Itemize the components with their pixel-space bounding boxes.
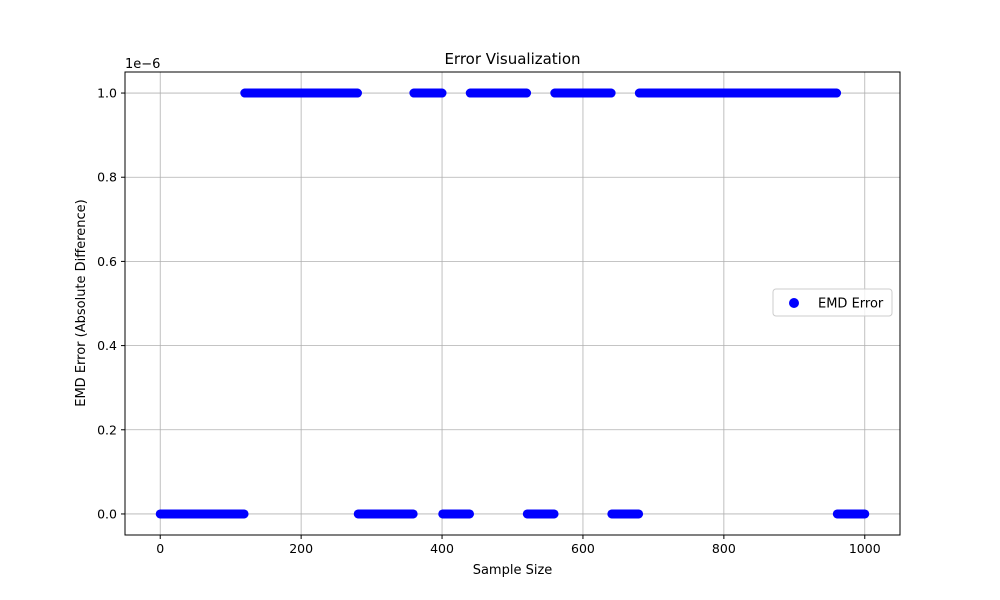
data-point <box>606 88 616 98</box>
legend: EMD Error <box>772 288 893 317</box>
x-tick-label: 1000 <box>849 541 881 556</box>
data-point <box>239 509 249 519</box>
data-points <box>155 88 870 519</box>
y-tick-label: 0.2 <box>97 422 117 437</box>
x-tick-label: 400 <box>430 541 454 556</box>
data-point <box>353 88 362 98</box>
y-axis-label: EMD Error (Absolute Difference) <box>74 199 89 407</box>
x-axis-label: Sample Size <box>473 563 553 578</box>
x-tick-label: 800 <box>712 541 736 556</box>
x-tick-label: 600 <box>571 541 595 556</box>
data-point <box>437 88 447 98</box>
data-point <box>522 88 532 98</box>
legend-label: EMD Error <box>818 297 884 312</box>
y-axis-offset-label: 1e−6 <box>125 57 160 72</box>
data-point <box>634 509 644 519</box>
y-tick-label: 0.8 <box>97 170 117 185</box>
y-tick-label: 1.0 <box>97 86 117 101</box>
x-tick-label: 0 <box>156 541 164 556</box>
data-point <box>832 88 842 98</box>
grid <box>125 72 900 535</box>
data-point <box>549 509 559 519</box>
plot-frame <box>124 71 901 536</box>
chart-title: Error Visualization <box>444 50 580 68</box>
data-point <box>860 509 870 519</box>
data-point <box>408 509 418 519</box>
legend-box <box>772 288 893 317</box>
data-point <box>465 509 475 519</box>
x-tick-label: 200 <box>289 541 313 556</box>
y-tick-label: 0.4 <box>97 338 117 353</box>
y-tick-label: 0.0 <box>97 506 117 521</box>
axis-ticks: 0 200 400 600 800 1000 0.0 0.2 0.4 0.6 0.8 1.0 <box>97 86 881 556</box>
legend-marker <box>789 298 799 308</box>
y-tick-label: 0.6 <box>97 254 117 269</box>
